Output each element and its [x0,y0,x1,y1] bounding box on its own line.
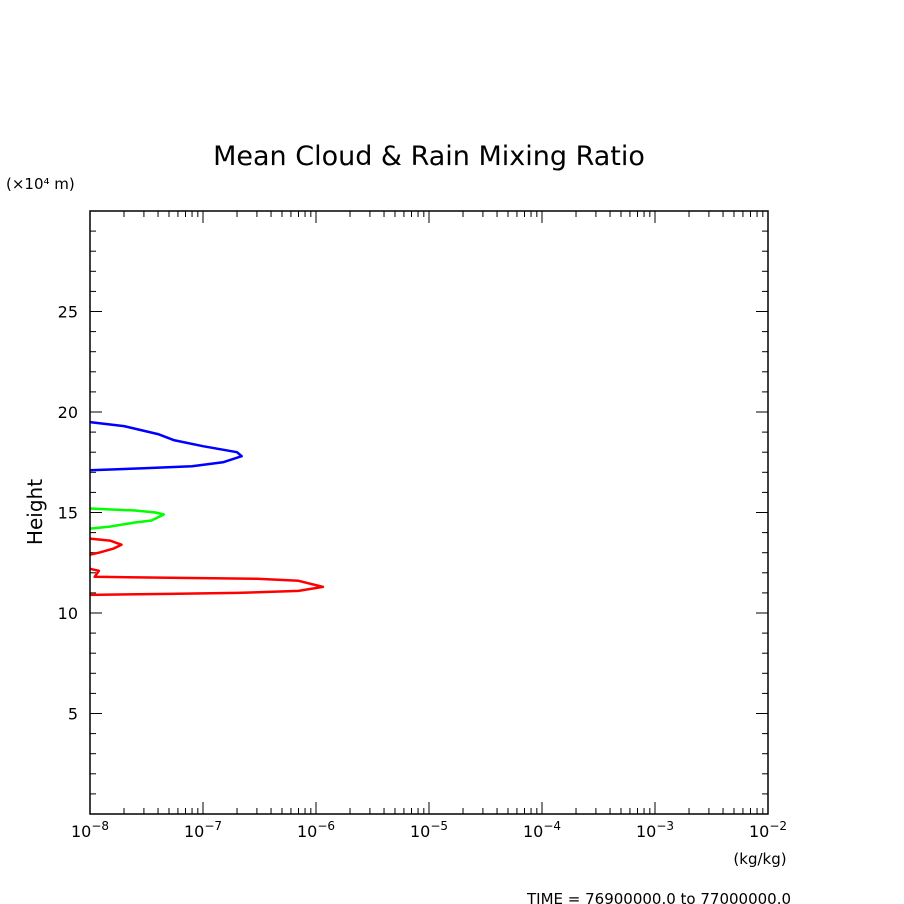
x-tick-label: 10−5 [410,819,448,841]
x-tick-label: 10−3 [636,819,674,841]
y-tick-label: 5 [68,705,78,724]
y-tick-label: 10 [58,604,78,623]
series-line-1 [89,420,243,472]
y-unit-label: (×10⁴ m) [6,175,75,193]
x-unit-label: (kg/kg) [733,850,786,868]
plot-frame [89,210,769,815]
chart-title: Mean Cloud & Rain Mixing Ratio [213,141,645,172]
y-axis-label: Height [23,479,47,545]
axis-ticks: 10−8 10−7 10−6 10−5 10−4 10−3 10−2 5 10 15 20 25 [58,211,787,841]
y-tick-label: 25 [58,303,78,322]
y-tick-label: 20 [58,403,78,422]
y-tick-label: 15 [58,504,78,523]
x-tick-label: 10−6 [297,819,335,841]
series-line-2 [89,507,166,530]
series-layer [89,420,325,597]
time-footer: TIME = 76900000.0 to 77000000.0 [526,890,791,904]
x-tick-label: 10−8 [71,819,109,841]
x-tick-label: 10−7 [184,819,222,841]
x-tick-label: 10−2 [749,819,787,841]
x-tick-label: 10−4 [523,819,561,841]
series-line-3 [89,537,123,556]
series-line-4 [89,567,325,597]
